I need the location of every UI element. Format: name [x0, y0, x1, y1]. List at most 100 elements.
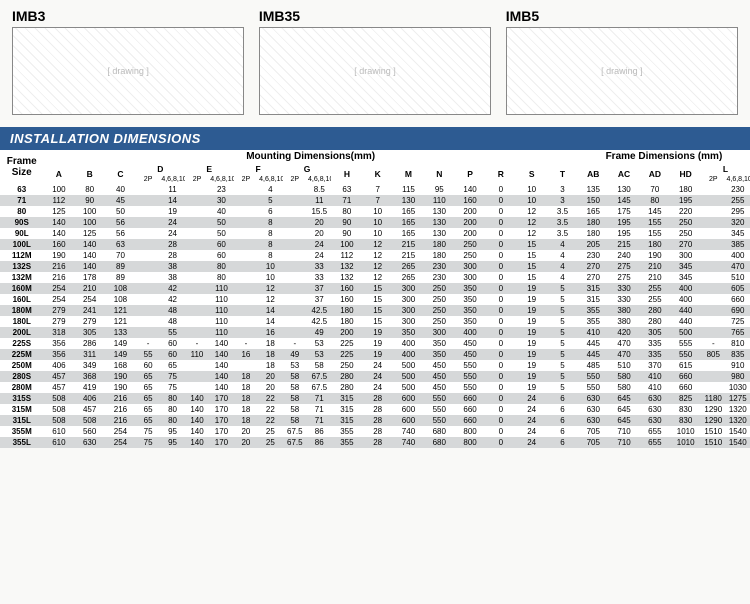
cell-T: 6 — [547, 393, 578, 404]
cell-B: 508 — [74, 415, 105, 426]
cell-AD: 335 — [639, 349, 670, 360]
cell-D2 — [136, 272, 160, 283]
cell-T: 6 — [547, 415, 578, 426]
cell-T: 3.5 — [547, 206, 578, 217]
cell-C: 56 — [105, 228, 136, 239]
cell-B: 140 — [74, 261, 105, 272]
cell-L2 — [701, 283, 725, 294]
cell-G2 — [283, 228, 307, 239]
cell-E4: 110 — [209, 327, 233, 338]
cell-P: 160 — [455, 195, 486, 206]
table-row: 225S356286149-60-140-18-5322519400350450… — [0, 338, 750, 349]
cell-L4: 980 — [726, 371, 750, 382]
cell-E2 — [185, 184, 209, 195]
cell-L4: 1275 — [726, 393, 750, 404]
cell-HD: 825 — [670, 393, 701, 404]
cell-D4: 48 — [160, 316, 184, 327]
cell-L2: 1290 — [701, 415, 725, 426]
cell-L4: 400 — [726, 250, 750, 261]
cell-AB: 180 — [578, 217, 609, 228]
cell-G4: 71 — [307, 415, 331, 426]
cell-E4: 110 — [209, 305, 233, 316]
cell-K: 28 — [362, 404, 393, 415]
cell-HD: 400 — [670, 283, 701, 294]
cell-HD: 345 — [670, 261, 701, 272]
cell-F4: 20 — [258, 382, 282, 393]
cell-f: 315S — [0, 393, 43, 404]
cell-H: 63 — [331, 184, 362, 195]
cell-N: 130 — [424, 206, 455, 217]
cell-AC: 710 — [609, 437, 640, 448]
cell-R: 0 — [485, 305, 516, 316]
cell-S: 24 — [516, 437, 547, 448]
cell-C: 50 — [105, 206, 136, 217]
cell-F2 — [234, 360, 258, 371]
cell-A: 125 — [43, 206, 74, 217]
cell-K: 12 — [362, 261, 393, 272]
cell-B: 140 — [74, 239, 105, 250]
cell-f: 160L — [0, 294, 43, 305]
cell-AB: 550 — [578, 371, 609, 382]
cell-G4: 67.5 — [307, 371, 331, 382]
cell-AB: 270 — [578, 261, 609, 272]
cell-G4: 20 — [307, 217, 331, 228]
cell-L2 — [701, 250, 725, 261]
cell-F4: 12 — [258, 283, 282, 294]
cell-R: 0 — [485, 316, 516, 327]
cell-f: 100L — [0, 239, 43, 250]
cell-H: 250 — [331, 360, 362, 371]
cell-AB: 705 — [578, 437, 609, 448]
cell-M: 115 — [393, 184, 424, 195]
cell-S: 15 — [516, 261, 547, 272]
cell-M: 300 — [393, 294, 424, 305]
cell-L2 — [701, 228, 725, 239]
cell-AD: 630 — [639, 404, 670, 415]
cell-S: 19 — [516, 316, 547, 327]
cell-D2: 65 — [136, 371, 160, 382]
cell-G2 — [283, 195, 307, 206]
cell-E4: 80 — [209, 261, 233, 272]
cell-H: 315 — [331, 404, 362, 415]
cell-M: 215 — [393, 239, 424, 250]
diagram-imb5: IMB5 [ drawing ] — [506, 8, 738, 115]
cell-AB: 705 — [578, 426, 609, 437]
cell-F4: 6 — [258, 206, 282, 217]
cell-F4: 22 — [258, 415, 282, 426]
cell-T: 5 — [547, 316, 578, 327]
cell-G4: 11 — [307, 195, 331, 206]
cell-S: 19 — [516, 327, 547, 338]
cell-f: 132S — [0, 261, 43, 272]
cell-C: 216 — [105, 415, 136, 426]
cell-N: 300 — [424, 327, 455, 338]
cell-F2: 18 — [234, 415, 258, 426]
cell-AB: 165 — [578, 206, 609, 217]
cell-E4: 140 — [209, 360, 233, 371]
cell-AD: 70 — [639, 184, 670, 195]
cell-D4: 19 — [160, 206, 184, 217]
cell-L4: 385 — [726, 239, 750, 250]
cell-L4: 605 — [726, 283, 750, 294]
cell-K: 12 — [362, 250, 393, 261]
cell-E2 — [185, 327, 209, 338]
cell-E4: 170 — [209, 437, 233, 448]
cell-N: 550 — [424, 404, 455, 415]
cell-HD: 555 — [670, 338, 701, 349]
cell-H: 71 — [331, 195, 362, 206]
cell-H: 355 — [331, 426, 362, 437]
cell-E2: 110 — [185, 349, 209, 360]
cell-E2: 140 — [185, 437, 209, 448]
cell-AB: 315 — [578, 294, 609, 305]
cell-M: 265 — [393, 261, 424, 272]
cell-AC: 215 — [609, 239, 640, 250]
cell-G4: 71 — [307, 404, 331, 415]
cell-T: 6 — [547, 437, 578, 448]
cell-D4: 75 — [160, 382, 184, 393]
cell-C: 121 — [105, 305, 136, 316]
cell-B: 286 — [74, 338, 105, 349]
cell-F4: 10 — [258, 272, 282, 283]
cell-L4: 230 — [726, 184, 750, 195]
cell-K: 12 — [362, 239, 393, 250]
cell-E4: 140 — [209, 371, 233, 382]
cell-E2 — [185, 250, 209, 261]
cell-G2: 58 — [283, 393, 307, 404]
